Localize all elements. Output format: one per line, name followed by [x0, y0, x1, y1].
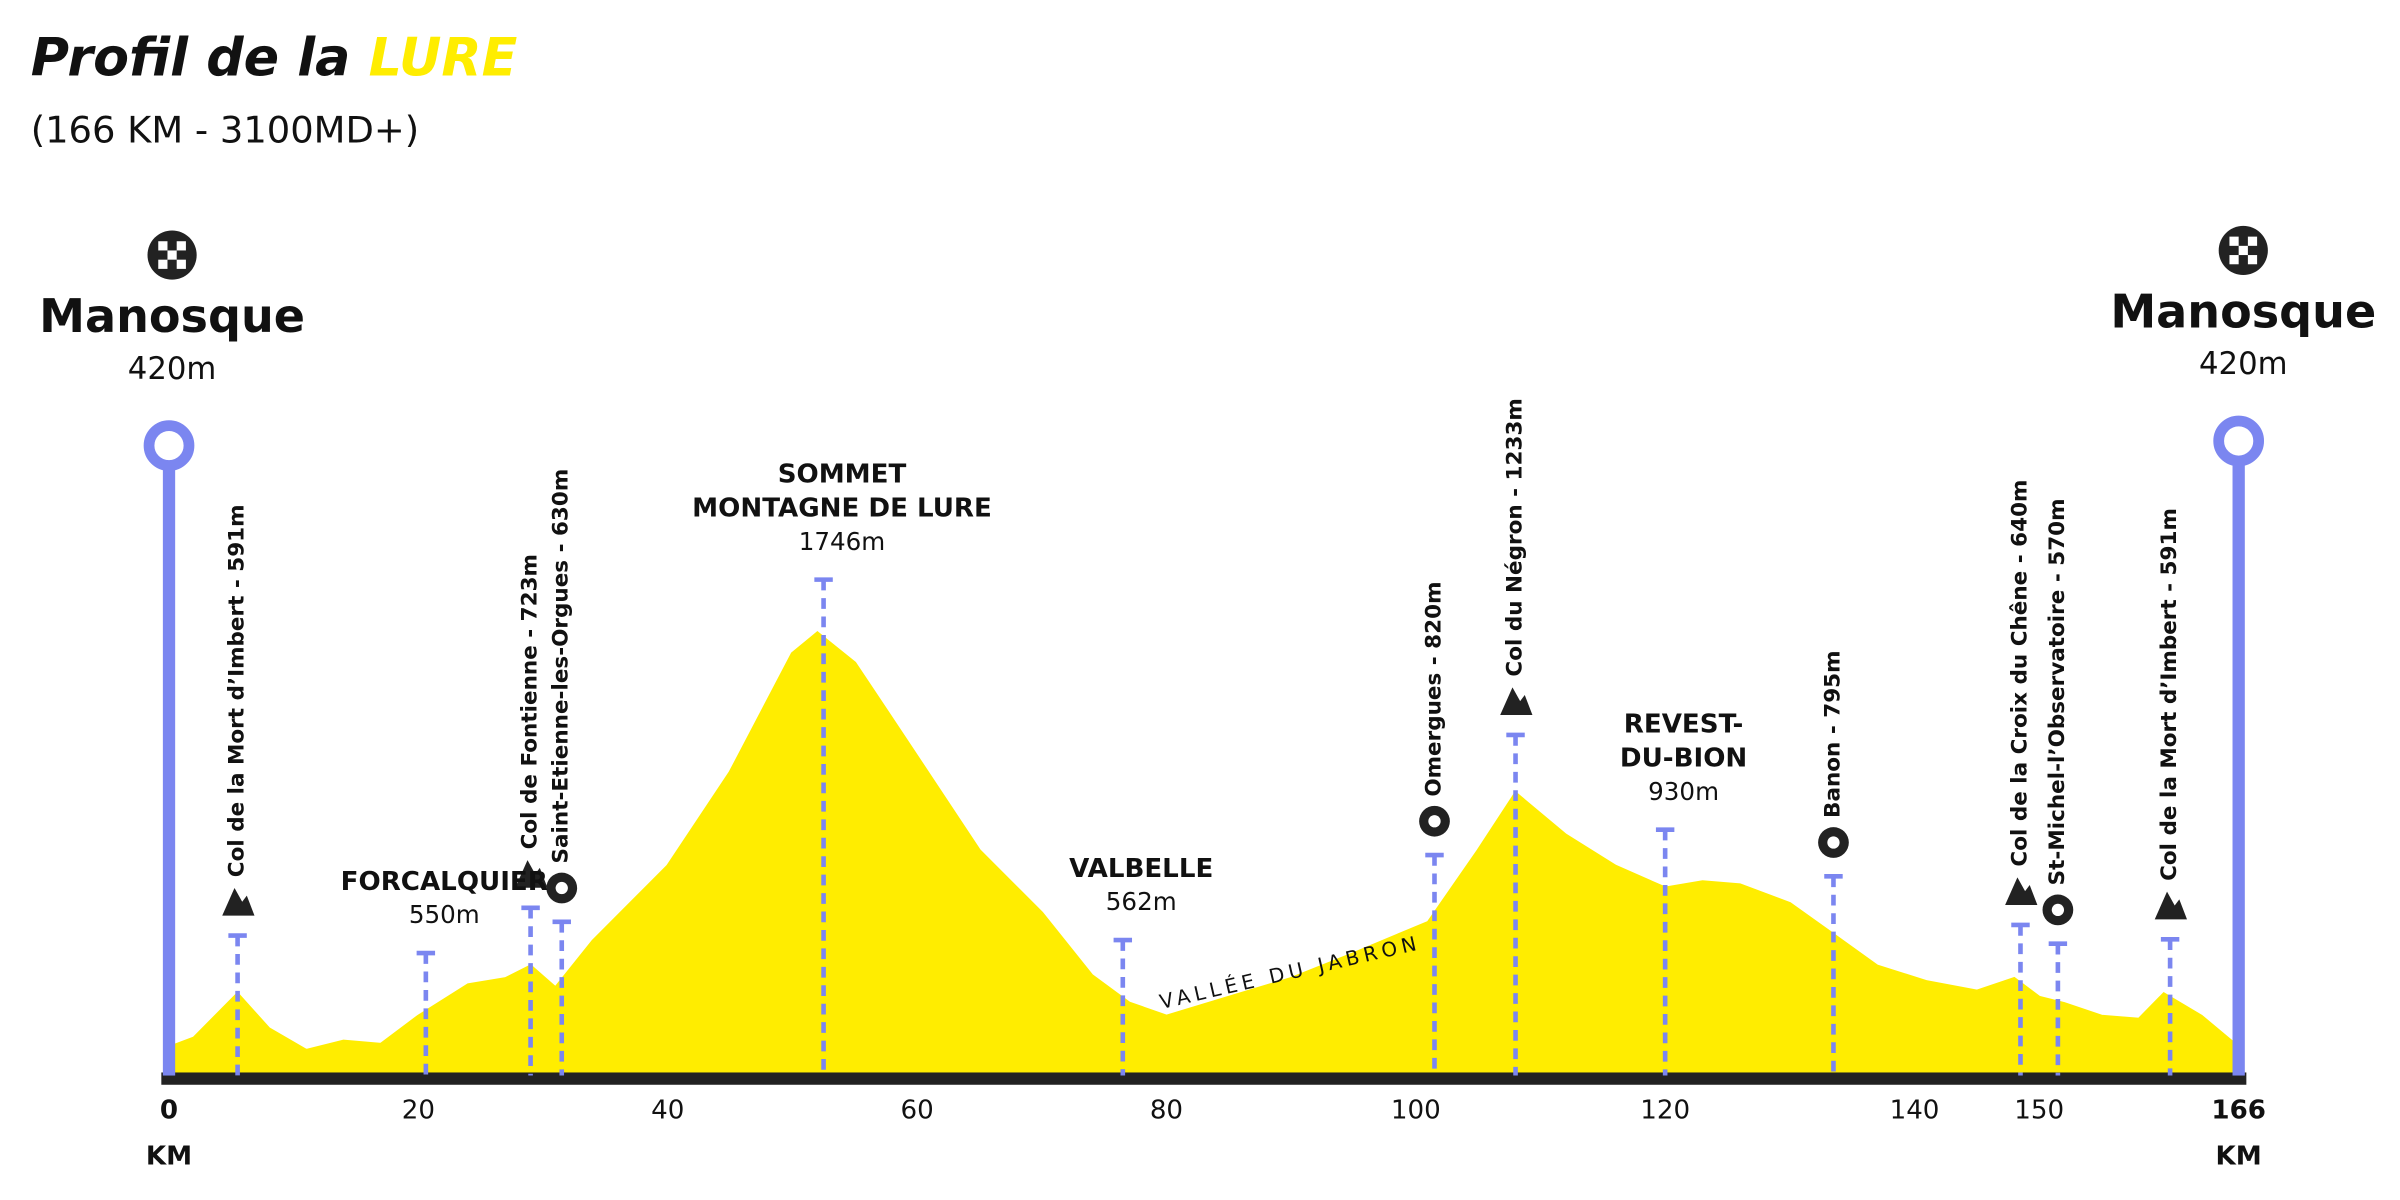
service-icon-dot [2051, 903, 2065, 917]
x-tick-label: 100 [1391, 1095, 1441, 1125]
place-name: Manosque [2110, 284, 2376, 338]
town-elevation: 1746m [799, 527, 885, 556]
finish-check [2247, 255, 2258, 265]
waypoint-label: Banon - 795m [1820, 650, 1845, 817]
x-tick-label: 40 [651, 1095, 684, 1125]
x-tick-label: 150 [2014, 1095, 2064, 1125]
place-elevation: 420m [2199, 346, 2288, 382]
finish-check [2229, 236, 2239, 246]
pole-ring [143, 420, 195, 471]
waypoint-label: St-Michel-l’Observatoire - 570m [2045, 498, 2070, 885]
waypoint-label: Col de la Mort d’Imbert - 591m [2157, 508, 2182, 881]
profile-line [168, 631, 2240, 1053]
service-icon-dot [555, 881, 568, 895]
service-icon-dot [1827, 836, 1840, 849]
waypoint-label: Col du Négron - 1233m [1503, 398, 1528, 676]
x-tick-label: 60 [900, 1095, 933, 1125]
finish-check [158, 241, 168, 251]
pole [162, 445, 176, 1076]
town-elevation: 930m [1648, 777, 1719, 806]
finish-check [2247, 236, 2258, 246]
town-elevation: 550m [409, 900, 480, 929]
mountain-icon [222, 887, 255, 916]
finish-check [2238, 245, 2248, 256]
town-name: FORCALQUIER [341, 867, 548, 897]
title-highlight: LURE [369, 28, 518, 88]
place-name: Manosque [39, 289, 305, 343]
x-unit-label: KM [2216, 1141, 2262, 1171]
town-name: REVEST- [1624, 710, 1744, 740]
finish-check [176, 259, 186, 269]
chart-title: Profil de la LURE [31, 28, 518, 88]
town-name: DU-BION [1620, 743, 1747, 773]
waypoint-label: Saint-Etienne-les-Orgues - 630m [549, 469, 574, 864]
mountain-icon [1500, 687, 1533, 715]
pole [2232, 440, 2245, 1076]
town-name: VALBELLE [1069, 854, 1213, 884]
x-tick-label: 120 [1640, 1095, 1690, 1125]
x-tick-label: 20 [402, 1095, 435, 1125]
subtitle: (166 KM - 3100MD+) [31, 109, 419, 152]
service-icon-dot [1428, 815, 1441, 828]
waypoint-label: Col de la Mort d’Imbert - 591m [225, 504, 250, 877]
finish-check [158, 259, 168, 269]
x-tick-label: 80 [1150, 1095, 1183, 1125]
finish-check [2229, 255, 2239, 265]
town-name: MONTAGNE DE LURE [692, 493, 992, 523]
x-tick-label: 166 [2211, 1095, 2266, 1125]
place-elevation: 420m [128, 351, 217, 387]
x-tick-label: 0 [160, 1095, 178, 1125]
finish-check [176, 241, 186, 251]
x-tick-label: 140 [1890, 1095, 1940, 1125]
mountain-icon [2005, 877, 2038, 905]
pole-ring [2213, 415, 2265, 467]
town-name: SOMMET [778, 460, 907, 490]
profile-fill [169, 633, 2239, 1076]
x-unit-label: KM [146, 1141, 192, 1171]
town-elevation: 562m [1106, 887, 1177, 916]
finish-check [167, 250, 177, 260]
waypoint-label: Col de Fontienne - 723m [518, 554, 543, 849]
baseline [161, 1072, 2247, 1085]
mountain-icon [2154, 891, 2187, 920]
title-prefix: Profil de la [31, 28, 369, 88]
mountain-icon [515, 860, 548, 888]
waypoint-label: Omergues - 820m [1421, 582, 1446, 797]
waypoint-label: Col de la Croix du Chêne - 640m [2007, 480, 2032, 867]
